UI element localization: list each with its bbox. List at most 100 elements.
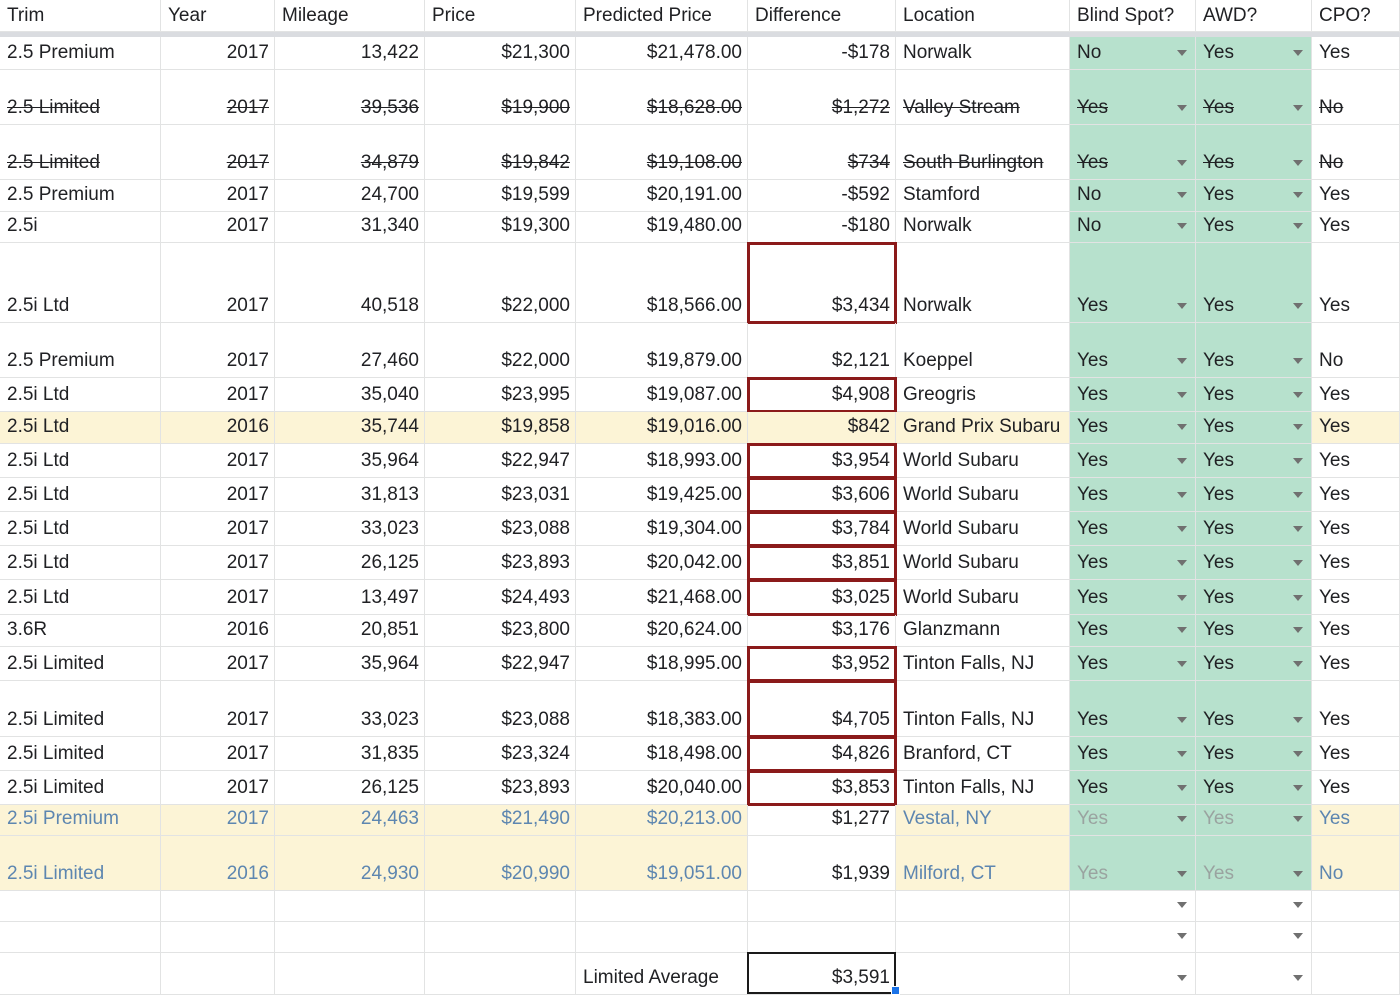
summary-cell[interactable] xyxy=(425,953,576,995)
year-cell[interactable]: 2016 xyxy=(161,412,275,444)
year-cell[interactable]: 2017 xyxy=(161,546,275,580)
chevron-down-icon[interactable] xyxy=(1177,871,1187,877)
empty-cell[interactable] xyxy=(275,891,425,922)
column-header-blind_spot[interactable]: Blind Spot? xyxy=(1070,0,1196,32)
empty-cell[interactable] xyxy=(748,891,896,922)
difference-cell[interactable]: $3,434 xyxy=(748,243,896,323)
blind-spot-dropdown[interactable]: Yes xyxy=(1070,444,1196,478)
price-cell[interactable]: $19,842 xyxy=(425,125,576,180)
price-cell[interactable]: $19,858 xyxy=(425,412,576,444)
cpo-cell[interactable]: Yes xyxy=(1312,37,1400,70)
chevron-down-icon[interactable] xyxy=(1177,902,1187,908)
cpo-cell[interactable]: Yes xyxy=(1312,512,1400,546)
chevron-down-icon[interactable] xyxy=(1293,627,1303,633)
chevron-down-icon[interactable] xyxy=(1177,105,1187,111)
year-cell[interactable]: 2017 xyxy=(161,737,275,771)
difference-cell[interactable]: $3,025 xyxy=(748,580,896,615)
year-cell[interactable]: 2017 xyxy=(161,512,275,546)
location-cell[interactable]: Norwalk xyxy=(896,212,1070,243)
chevron-down-icon[interactable] xyxy=(1177,458,1187,464)
predicted-price-cell[interactable]: $19,108.00 xyxy=(576,125,748,180)
price-cell[interactable]: $23,995 xyxy=(425,378,576,412)
mileage-cell[interactable]: 33,023 xyxy=(275,681,425,737)
trim-cell[interactable]: 2.5i Premium xyxy=(0,805,161,836)
awd-dropdown[interactable]: Yes xyxy=(1196,70,1312,125)
price-cell[interactable]: $22,000 xyxy=(425,243,576,323)
trim-cell[interactable]: 2.5i Ltd xyxy=(0,546,161,580)
awd-dropdown[interactable]: Yes xyxy=(1196,212,1312,243)
location-cell[interactable]: Tinton Falls, NJ xyxy=(896,771,1070,805)
price-cell[interactable]: $22,000 xyxy=(425,323,576,378)
trim-cell[interactable]: 2.5 Premium xyxy=(0,180,161,212)
chevron-down-icon[interactable] xyxy=(1293,492,1303,498)
empty-cell[interactable] xyxy=(425,922,576,953)
trim-cell[interactable]: 2.5i Limited xyxy=(0,836,161,891)
cpo-cell[interactable]: Yes xyxy=(1312,243,1400,323)
blind-spot-dropdown[interactable]: No xyxy=(1070,212,1196,243)
empty-cell[interactable] xyxy=(1070,891,1196,922)
empty-cell[interactable] xyxy=(576,891,748,922)
location-cell[interactable]: Milford, CT xyxy=(896,836,1070,891)
mileage-cell[interactable]: 35,964 xyxy=(275,647,425,681)
location-cell[interactable]: Glanzmann xyxy=(896,615,1070,647)
limited-average-cell[interactable]: $3,591 xyxy=(748,953,896,995)
column-header-cpo[interactable]: CPO? xyxy=(1312,0,1400,32)
empty-cell[interactable] xyxy=(161,922,275,953)
chevron-down-icon[interactable] xyxy=(1293,458,1303,464)
chevron-down-icon[interactable] xyxy=(1177,933,1187,939)
blind-spot-dropdown[interactable]: No xyxy=(1070,37,1196,70)
chevron-down-icon[interactable] xyxy=(1177,627,1187,633)
trim-cell[interactable]: 2.5i Ltd xyxy=(0,444,161,478)
location-cell[interactable]: Koeppel xyxy=(896,323,1070,378)
location-cell[interactable]: Stamford xyxy=(896,180,1070,212)
chevron-down-icon[interactable] xyxy=(1293,595,1303,601)
mileage-cell[interactable]: 26,125 xyxy=(275,546,425,580)
chevron-down-icon[interactable] xyxy=(1177,816,1187,822)
column-header-difference[interactable]: Difference xyxy=(748,0,896,32)
blind-spot-dropdown[interactable]: Yes xyxy=(1070,243,1196,323)
trim-cell[interactable]: 2.5i Limited xyxy=(0,771,161,805)
fill-handle[interactable] xyxy=(891,986,900,995)
cpo-cell[interactable]: Yes xyxy=(1312,478,1400,512)
awd-dropdown[interactable]: Yes xyxy=(1196,243,1312,323)
empty-cell[interactable] xyxy=(425,891,576,922)
difference-cell[interactable]: $3,851 xyxy=(748,546,896,580)
mileage-cell[interactable]: 33,023 xyxy=(275,512,425,546)
blind-spot-dropdown[interactable]: Yes xyxy=(1070,378,1196,412)
blind-spot-dropdown[interactable]: Yes xyxy=(1070,647,1196,681)
awd-dropdown[interactable]: Yes xyxy=(1196,180,1312,212)
price-cell[interactable]: $19,599 xyxy=(425,180,576,212)
location-cell[interactable]: Grand Prix Subaru xyxy=(896,412,1070,444)
difference-cell[interactable]: $3,784 xyxy=(748,512,896,546)
difference-cell[interactable]: $4,705 xyxy=(748,681,896,737)
cpo-cell[interactable]: Yes xyxy=(1312,378,1400,412)
chevron-down-icon[interactable] xyxy=(1293,223,1303,229)
empty-cell[interactable] xyxy=(1196,922,1312,953)
chevron-down-icon[interactable] xyxy=(1293,105,1303,111)
column-header-location[interactable]: Location xyxy=(896,0,1070,32)
chevron-down-icon[interactable] xyxy=(1177,192,1187,198)
cpo-cell[interactable]: Yes xyxy=(1312,180,1400,212)
price-cell[interactable]: $19,900 xyxy=(425,70,576,125)
price-cell[interactable]: $23,088 xyxy=(425,681,576,737)
chevron-down-icon[interactable] xyxy=(1293,392,1303,398)
summary-cell[interactable] xyxy=(161,953,275,995)
chevron-down-icon[interactable] xyxy=(1293,871,1303,877)
awd-dropdown[interactable]: Yes xyxy=(1196,512,1312,546)
location-cell[interactable]: World Subaru xyxy=(896,546,1070,580)
cpo-cell[interactable]: Yes xyxy=(1312,681,1400,737)
year-cell[interactable]: 2017 xyxy=(161,70,275,125)
predicted-price-cell[interactable]: $20,191.00 xyxy=(576,180,748,212)
column-header-price[interactable]: Price xyxy=(425,0,576,32)
predicted-price-cell[interactable]: $21,468.00 xyxy=(576,580,748,615)
empty-cell[interactable] xyxy=(1312,891,1400,922)
empty-cell[interactable] xyxy=(0,891,161,922)
difference-cell[interactable]: $2,121 xyxy=(748,323,896,378)
summary-cell[interactable] xyxy=(1196,953,1312,995)
location-cell[interactable]: World Subaru xyxy=(896,580,1070,615)
empty-cell[interactable] xyxy=(748,922,896,953)
blind-spot-dropdown[interactable]: Yes xyxy=(1070,478,1196,512)
trim-cell[interactable]: 3.6R xyxy=(0,615,161,647)
cpo-cell[interactable]: Yes xyxy=(1312,771,1400,805)
awd-dropdown[interactable]: Yes xyxy=(1196,378,1312,412)
